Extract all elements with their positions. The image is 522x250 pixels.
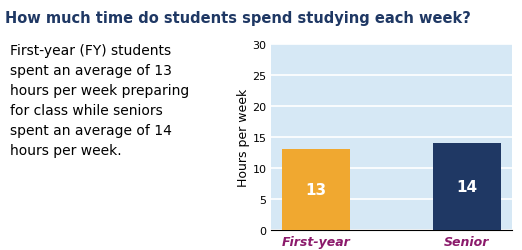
Text: How much time do students spend studying each week?: How much time do students spend studying… xyxy=(5,11,471,26)
Bar xyxy=(282,150,350,230)
Text: 14: 14 xyxy=(456,179,477,194)
Text: 13: 13 xyxy=(306,182,327,198)
Text: First-year (FY) students
spent an average of 13
hours per week preparing
for cla: First-year (FY) students spent an averag… xyxy=(10,44,189,158)
Bar xyxy=(433,144,501,230)
Y-axis label: Hours per week: Hours per week xyxy=(236,88,250,186)
